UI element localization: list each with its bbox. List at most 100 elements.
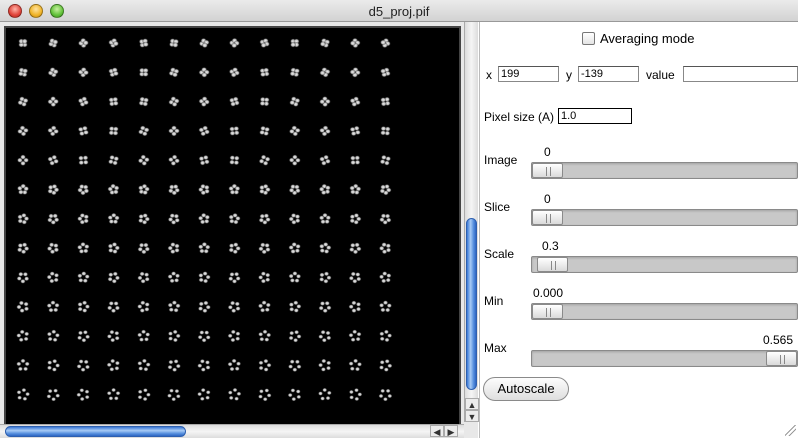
projection-particle — [16, 329, 30, 343]
y-label: y — [566, 68, 572, 82]
projection-particle — [379, 67, 391, 78]
projection-particle — [107, 183, 120, 196]
scroll-left-arrow-icon[interactable]: ◀ — [430, 425, 444, 437]
projection-particle — [198, 66, 210, 78]
projection-particle — [167, 300, 181, 313]
projection-particle — [108, 37, 120, 49]
projection-particle — [168, 125, 180, 137]
projection-particle — [348, 329, 362, 343]
projection-particle — [228, 212, 241, 225]
projection-particle — [228, 37, 240, 49]
image-slider-value: 0 — [544, 145, 551, 159]
projection-particle — [258, 242, 271, 255]
autoscale-button[interactable]: Autoscale — [483, 377, 569, 401]
scale-slider[interactable] — [531, 256, 798, 273]
projection-particle — [378, 271, 392, 284]
horizontal-scroll-thumb[interactable] — [5, 426, 186, 437]
projection-particle — [76, 329, 91, 343]
projection-particle — [349, 125, 361, 137]
projection-particle — [77, 271, 90, 284]
projection-particle — [167, 329, 181, 343]
value-field[interactable] — [683, 66, 798, 82]
min-slider-value: 0.000 — [533, 286, 564, 300]
scroll-right-arrow-icon[interactable]: ▶ — [444, 425, 458, 437]
projection-particle — [319, 67, 331, 78]
projection-particle — [229, 125, 240, 136]
projection-particle — [137, 300, 150, 313]
projection-particle — [16, 183, 30, 195]
pixel-size-field[interactable]: 1.0 — [558, 108, 632, 124]
scroll-up-arrow-icon[interactable]: ▲ — [465, 398, 479, 410]
projection-particle — [138, 67, 149, 77]
projection-particle — [289, 38, 300, 48]
projection-particle — [257, 388, 272, 402]
scale-slider-knob[interactable] — [536, 257, 568, 272]
projection-particle — [259, 37, 270, 49]
averaging-mode-checkbox[interactable] — [582, 31, 595, 45]
projection-particle — [47, 67, 59, 78]
projection-particle — [227, 358, 242, 372]
max-slider-label: Max — [484, 341, 507, 355]
close-window-button[interactable] — [8, 4, 22, 18]
projection-particle — [17, 96, 29, 107]
projection-particle — [77, 183, 90, 196]
projection-particle — [379, 37, 391, 49]
projection-particle — [46, 300, 60, 313]
projection-particle — [287, 388, 302, 402]
projection-particle — [76, 359, 91, 373]
projection-particle — [137, 271, 150, 284]
slice-slider-knob[interactable] — [532, 210, 563, 225]
horizontal-scrollbar[interactable]: ◀ ▶ — [0, 424, 464, 438]
projection-particle — [257, 300, 272, 313]
averaging-mode-checkbox-row[interactable]: Averaging mode — [582, 30, 694, 46]
projection-particle — [46, 242, 60, 255]
projection-particle — [167, 271, 181, 284]
projection-particle — [17, 67, 29, 78]
vertical-scrollbar[interactable]: ▲ ▼ — [464, 22, 479, 422]
projection-particle — [317, 358, 332, 372]
projection-particle — [349, 212, 362, 225]
image-slider-knob[interactable] — [532, 163, 563, 178]
projection-particle — [198, 154, 210, 166]
min-slider[interactable] — [531, 303, 798, 320]
minimize-window-button[interactable] — [29, 4, 43, 18]
scroll-down-arrow-icon[interactable]: ▼ — [465, 410, 479, 422]
image-slider[interactable] — [531, 162, 798, 179]
projection-particle — [137, 213, 151, 225]
zoom-window-button[interactable] — [50, 4, 64, 18]
projection-particle — [289, 67, 301, 78]
projection-particle — [137, 125, 150, 137]
x-field[interactable]: 199 — [498, 66, 559, 82]
projection-particle — [16, 154, 30, 166]
projection-particle — [168, 96, 180, 108]
projection-particle — [288, 154, 301, 166]
projection-particle — [46, 329, 61, 343]
projection-particle — [137, 242, 151, 255]
resize-grip-icon[interactable] — [785, 425, 796, 436]
projection-particle — [258, 358, 272, 372]
projection-particle — [77, 37, 90, 49]
projection-particle — [319, 37, 331, 49]
projection-particle — [166, 388, 181, 402]
projection-particle — [137, 329, 151, 342]
projection-particle — [167, 213, 181, 225]
projection-particle — [76, 388, 90, 402]
max-slider[interactable] — [531, 350, 798, 367]
projection-particle — [47, 96, 60, 108]
projection-particle — [47, 154, 60, 166]
projection-particle — [16, 242, 30, 255]
projection-particle — [348, 271, 362, 284]
min-slider-knob[interactable] — [532, 304, 563, 319]
projection-particle — [378, 242, 392, 255]
projection-particle — [379, 154, 392, 166]
vertical-scroll-thumb[interactable] — [466, 218, 477, 390]
title-bar: d5_proj.pif — [0, 0, 798, 22]
slice-slider[interactable] — [531, 209, 798, 226]
projection-particle — [167, 359, 181, 373]
y-field[interactable]: -139 — [578, 66, 639, 82]
projection-particle — [348, 300, 362, 314]
projection-image[interactable] — [4, 26, 461, 438]
max-slider-knob[interactable] — [766, 351, 797, 366]
projection-particle — [319, 125, 331, 137]
projection-particle — [16, 358, 30, 372]
